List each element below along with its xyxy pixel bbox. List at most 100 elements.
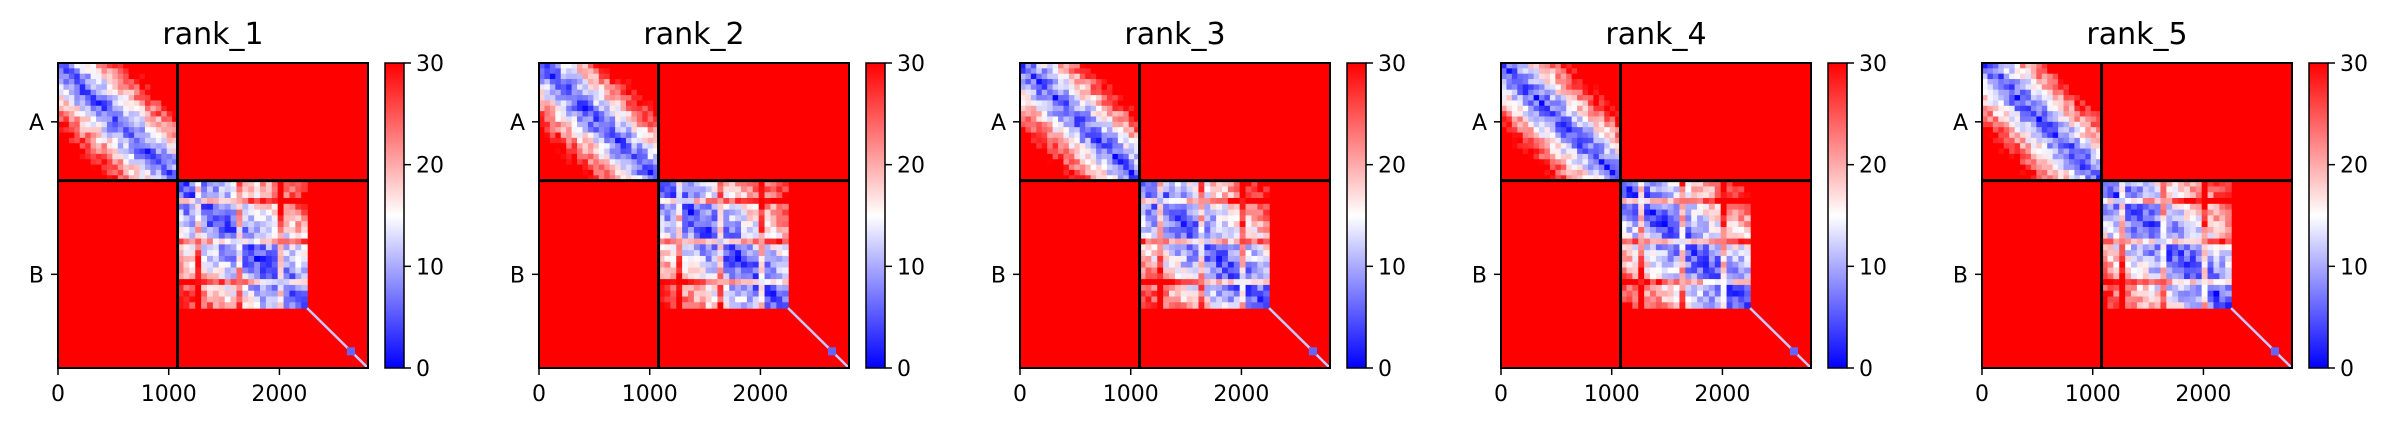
heatmap-cell (752, 250, 760, 257)
heatmap-cell (1632, 284, 1639, 292)
heatmap-cell (1638, 250, 1645, 257)
heatmap-cell (2119, 209, 2126, 217)
heatmap-cell (693, 255, 701, 263)
heatmap-cell (2047, 89, 2054, 96)
heatmap-cell (1128, 127, 1135, 134)
heatmap-cell (2189, 180, 2197, 188)
heatmap-cell (2154, 296, 2162, 303)
heatmap-cell (1210, 215, 1217, 222)
heatmap-cell (1655, 273, 1663, 280)
heatmap-cell (1222, 273, 1229, 280)
heatmap-cell (177, 284, 185, 292)
heatmap-cell (2063, 95, 2070, 102)
heatmap-cell (1697, 255, 1704, 263)
heatmap-cell (230, 238, 238, 245)
heatmap-cell (1047, 105, 1054, 112)
heatmap-cell (1566, 132, 1573, 139)
heatmap-cell (1210, 232, 1217, 240)
heatmap-cell (2079, 63, 2086, 69)
heatmap-cell (587, 137, 594, 144)
heatmap-cell (144, 84, 151, 91)
heatmap-cell (571, 169, 578, 176)
heatmap-cell (1128, 111, 1135, 118)
heatmap-cell (1644, 192, 1651, 199)
heatmap-cell (658, 192, 666, 199)
heatmap-cell (717, 255, 724, 263)
heatmap-cell (539, 89, 546, 96)
heatmap-cell (682, 284, 689, 292)
heatmap-cell (1577, 105, 1584, 112)
heatmap-cell (1560, 105, 1567, 112)
heatmap-cell (1685, 296, 1692, 303)
heatmap-cell (2079, 84, 2086, 91)
heatmap-cell (277, 250, 285, 257)
heatmap-cell (1068, 63, 1075, 69)
heatmap-cell (112, 68, 119, 75)
heatmap-cell (620, 127, 627, 134)
heatmap-cell (2036, 153, 2043, 160)
heatmap-cell (770, 186, 777, 193)
heatmap-cell (1101, 95, 1108, 102)
heatmap-cell (752, 267, 760, 274)
heatmap-cell (2063, 100, 2070, 107)
heatmap-cell (2003, 153, 2010, 160)
heatmap-cell (1085, 164, 1092, 171)
heatmap-cell (1708, 180, 1716, 188)
heatmap-cell (134, 105, 141, 112)
heatmap-cell (161, 111, 168, 118)
heatmap-cell (2125, 290, 2132, 298)
heatmap-cell (1047, 132, 1054, 139)
heatmap-cell (2014, 121, 2021, 128)
heatmap-cell (2219, 261, 2226, 269)
heatmap-cell (571, 143, 578, 150)
heatmap-cell (172, 116, 179, 123)
heatmap-cell (1987, 95, 1994, 102)
heatmap-cell (647, 137, 654, 144)
heatmap-cell (549, 169, 556, 176)
heatmap-cell (283, 290, 291, 298)
heatmap-cell (1233, 192, 1241, 199)
heatmap-cell (1667, 203, 1675, 211)
heatmap-cell (2052, 79, 2059, 85)
heatmap-cell (1638, 279, 1645, 286)
heatmap-cell (218, 255, 226, 263)
heatmap-cell (1145, 290, 1152, 298)
heatmap-cell (1052, 132, 1059, 139)
heatmap-cell (647, 132, 654, 139)
heatmap-cell (1987, 89, 1994, 96)
heatmap-cell (1145, 221, 1152, 228)
heatmap-cell (1544, 68, 1551, 75)
heatmap-cell (242, 238, 249, 245)
heatmap-cell (1074, 143, 1081, 150)
heatmap-cell (1074, 100, 1081, 107)
heatmap-cell (1720, 296, 1728, 303)
heatmap-cell (770, 238, 777, 245)
heatmap-cell (1233, 226, 1241, 234)
heatmap-cell (544, 116, 551, 123)
heatmap-cell (1112, 132, 1119, 139)
heatmap-cell (1522, 111, 1529, 118)
heatmap-cell (2160, 232, 2167, 240)
heatmap-cell (642, 63, 649, 69)
heatmap-cell (1239, 186, 1247, 193)
heatmap-cell (1582, 132, 1589, 139)
heatmap-cell (2142, 255, 2150, 263)
heatmap-cell (693, 215, 701, 222)
heatmap-cell (2079, 164, 2086, 171)
heatmap-cell (1598, 111, 1605, 118)
heatmap-cell (658, 215, 666, 222)
heatmap-cell (2113, 215, 2120, 222)
heatmap-cell (155, 95, 162, 102)
heatmap-cell (2172, 226, 2179, 234)
heatmap-cell (242, 198, 249, 205)
heatmap-cell (1626, 255, 1633, 263)
heatmap-cell (1117, 121, 1124, 128)
heatmap-cell (609, 169, 616, 176)
heatmap-cell (2125, 180, 2132, 188)
heatmap-cell (90, 63, 97, 69)
heatmap-cell (1117, 79, 1124, 85)
heatmap-cell (1257, 232, 1264, 240)
heatmap-cell (106, 159, 113, 166)
heatmap-cell (1112, 89, 1119, 96)
heatmap-cell (593, 63, 600, 69)
